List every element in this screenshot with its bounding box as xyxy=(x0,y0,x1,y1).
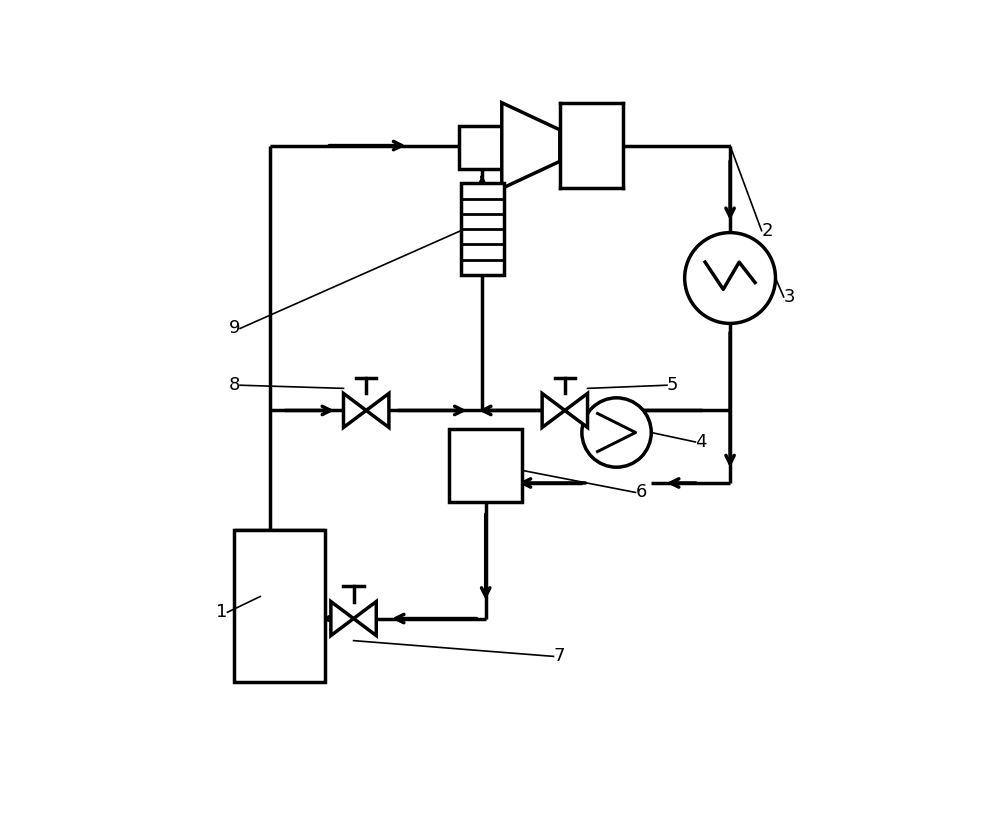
Text: 4: 4 xyxy=(695,433,707,451)
Polygon shape xyxy=(331,601,354,636)
Polygon shape xyxy=(354,601,376,636)
Text: 2: 2 xyxy=(762,222,773,240)
Polygon shape xyxy=(565,393,588,428)
Bar xyxy=(234,530,325,681)
Text: 8: 8 xyxy=(229,376,240,394)
Bar xyxy=(459,126,502,169)
Text: 5: 5 xyxy=(667,376,679,394)
Bar xyxy=(461,183,504,275)
Circle shape xyxy=(582,398,651,467)
Polygon shape xyxy=(366,393,389,428)
Text: 6: 6 xyxy=(635,483,647,501)
Text: 9: 9 xyxy=(229,319,240,337)
Text: 3: 3 xyxy=(784,288,795,306)
Polygon shape xyxy=(542,393,565,428)
Polygon shape xyxy=(343,393,366,428)
Circle shape xyxy=(685,233,775,324)
Text: 1: 1 xyxy=(216,604,227,622)
Bar xyxy=(449,429,522,502)
Polygon shape xyxy=(502,102,560,188)
Text: 7: 7 xyxy=(553,647,565,665)
